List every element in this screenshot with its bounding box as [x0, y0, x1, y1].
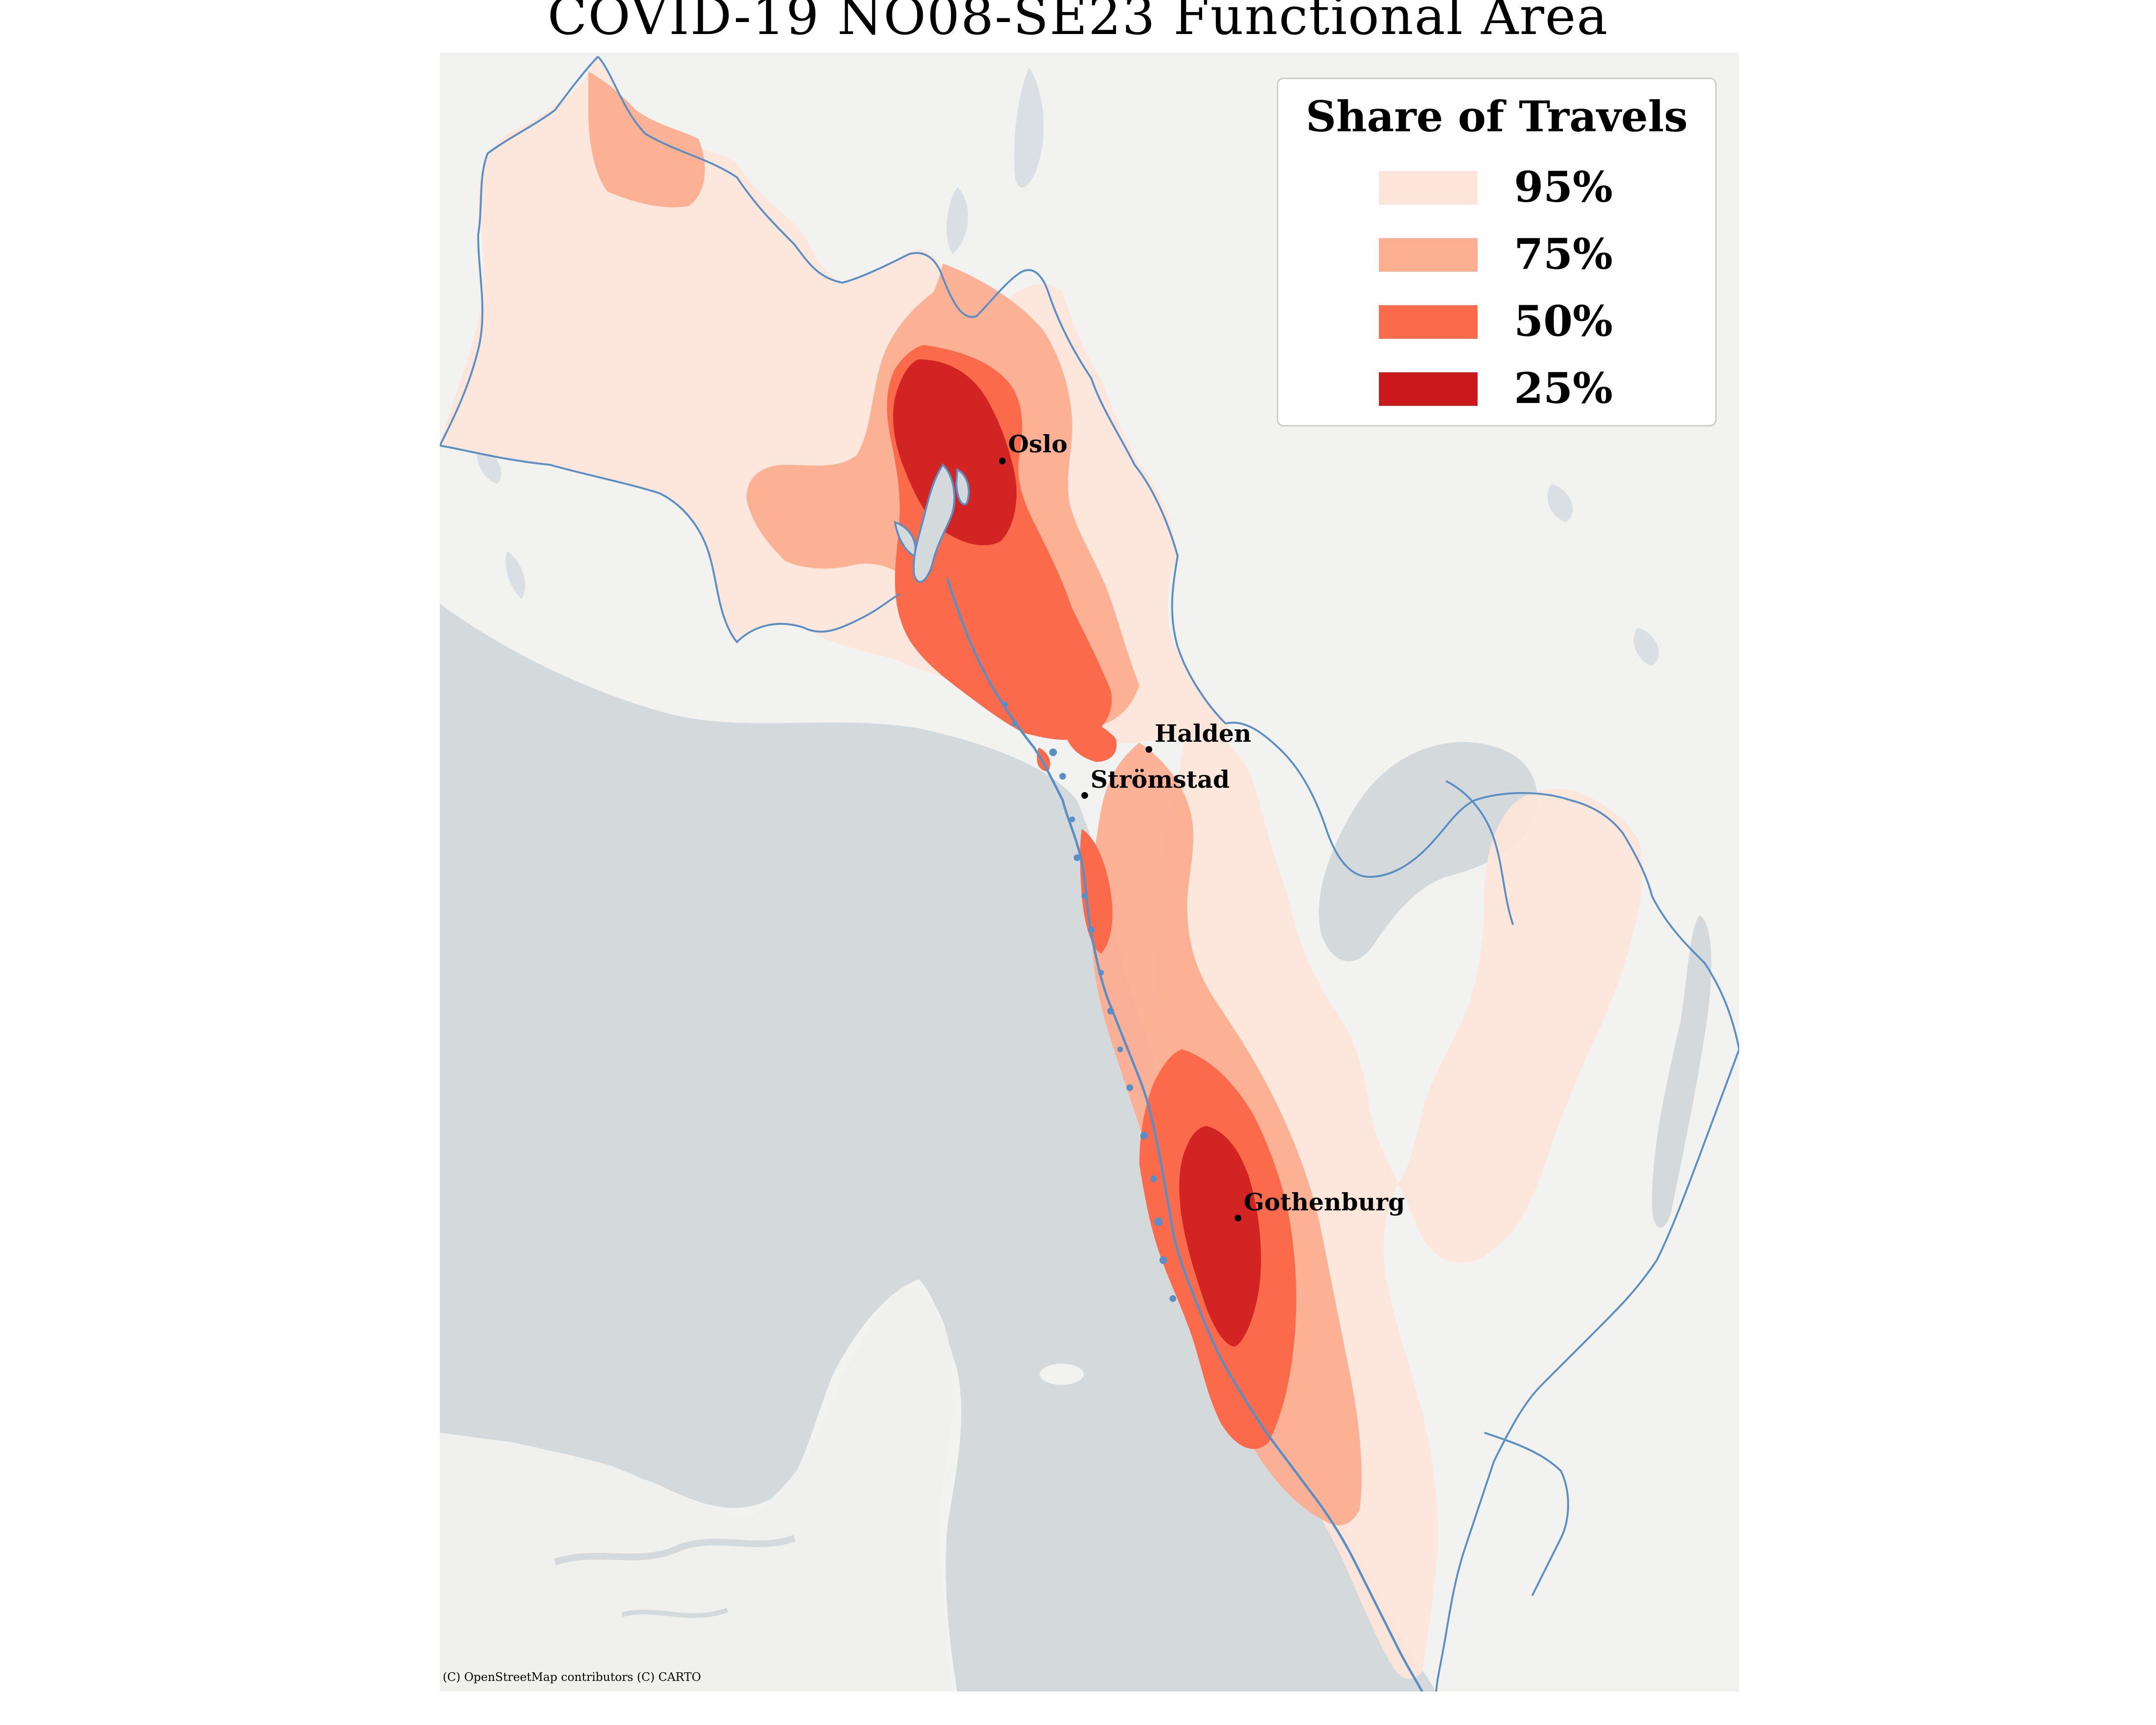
legend-swatch: [1379, 238, 1478, 272]
lake-east-1: [1633, 628, 1659, 666]
contour-25-oslo: [893, 359, 1017, 546]
islets: [1002, 702, 1176, 1302]
city-label: Halden: [1155, 719, 1251, 748]
coastline-archipelago: [946, 578, 1423, 1691]
map-attribution: (C) OpenStreetMap contributors (C) CARTO: [443, 1670, 701, 1684]
drammensfjord: [894, 521, 917, 557]
oslofjord: [913, 463, 955, 583]
contour-75-norway: [588, 72, 705, 207]
legend-swatch: [1379, 305, 1478, 339]
contour-50-halden-tip: [1063, 717, 1117, 762]
legend-label: 25%: [1514, 363, 1613, 413]
city-oslo[interactable]: Oslo: [999, 430, 1067, 464]
legend-item-75: 75%: [1379, 228, 1695, 280]
contour-50-fjord-west: [938, 541, 959, 593]
contour-50-stromstad: [1080, 829, 1112, 954]
no08-west-border: [440, 56, 599, 446]
lake-west-1: [505, 551, 526, 599]
legend-label: 75%: [1514, 229, 1613, 279]
legend-item-95: 95%: [1379, 161, 1695, 213]
lake-east-2: [1547, 484, 1573, 522]
se23-border: [1225, 722, 1739, 1050]
legend-swatch: [1379, 171, 1478, 205]
lake-northwest: [946, 187, 968, 254]
lake-north: [1014, 67, 1044, 188]
no08-south-border: [440, 445, 900, 644]
city-dot: [1146, 746, 1152, 753]
oslofjord-inner: [955, 468, 970, 506]
city-stromstad[interactable]: Strömstad: [1081, 765, 1229, 799]
city-label: Oslo: [1008, 430, 1067, 458]
se23-east-border: [1435, 1049, 1739, 1691]
city-label: Gothenburg: [1244, 1188, 1405, 1216]
laeso-island: [1040, 1364, 1084, 1385]
contour-25-gothenburg: [1179, 1126, 1261, 1346]
legend-title: Share of Travels: [1306, 92, 1688, 141]
legend-item-25: 25%: [1379, 362, 1695, 414]
map-title: COVID-19 NO08-SE23 Functional Area: [547, 0, 1609, 46]
city-dot: [1235, 1215, 1241, 1221]
sea-area: [440, 604, 1436, 1691]
no08-border: [597, 56, 1227, 724]
city-label: Strömstad: [1090, 765, 1229, 794]
legend-label: 95%: [1514, 162, 1613, 212]
contour-50-islet: [1037, 748, 1050, 771]
contour-95-sweden: [1154, 719, 1643, 1679]
denmark-inlet-2: [621, 1608, 728, 1618]
admin-borders: [440, 56, 1739, 1691]
legend-item-50: 50%: [1379, 295, 1695, 347]
legend-swatch: [1379, 372, 1478, 406]
city-gothenburg[interactable]: Gothenburg: [1235, 1188, 1405, 1221]
lake-vattern: [1652, 915, 1711, 1228]
denmark-land: [440, 1286, 953, 1691]
se23-south-border: [1484, 1432, 1569, 1596]
legend: Share of Travels 95% 75% 50% 25%: [1277, 78, 1717, 426]
city-dot: [999, 458, 1006, 464]
lake-west-2: [477, 446, 501, 484]
city-dot: [1081, 792, 1088, 799]
city-halden[interactable]: Halden: [1146, 719, 1251, 753]
se-inner-border: [1445, 780, 1514, 925]
denmark-inlet: [553, 1535, 796, 1565]
legend-label: 50%: [1514, 296, 1613, 346]
